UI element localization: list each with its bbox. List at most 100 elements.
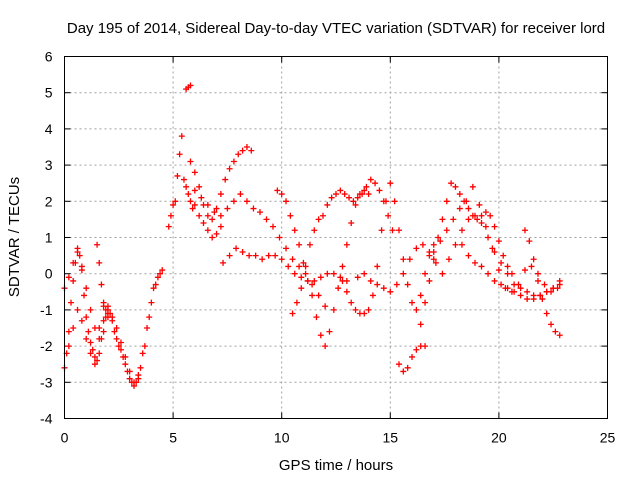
x-tick-label: 10 [274,430,290,446]
data-point [380,285,387,292]
data-point [298,274,305,281]
data-point [406,256,413,263]
data-point [430,241,437,248]
data-point [385,212,392,219]
data-point [154,274,161,281]
data-point [87,339,94,346]
data-point [482,223,489,230]
data-point [517,285,524,292]
data-point [552,328,559,335]
data-point [302,263,309,270]
series-trace-m [339,180,437,317]
series-trace-j [220,245,350,284]
data-point [96,325,103,331]
data-point [339,263,346,270]
data-point [230,198,237,205]
series-trace-b [61,245,111,342]
data-point [317,332,324,339]
data-point [243,144,250,150]
series-trace-p [417,180,515,328]
data-point [448,180,455,187]
data-point [515,281,522,288]
data-point [369,292,376,299]
data-point [189,205,196,212]
data-point [456,205,463,212]
data-point [191,201,198,208]
data-point [543,310,550,317]
data-point [263,216,270,223]
series-trace-e [137,267,166,371]
data-point [376,187,383,194]
data-point [226,252,233,259]
series-trace-n [354,212,563,299]
data-point [450,216,457,223]
data-point [530,256,537,263]
data-point [304,277,311,284]
data-point [452,241,459,248]
data-point [217,191,224,198]
series-trace-d [94,241,142,389]
data-point [74,245,81,252]
data-point [367,176,374,183]
data-point [233,245,240,252]
data-point [361,270,368,277]
data-point [296,241,303,248]
data-point [91,361,98,368]
data-point [395,227,402,234]
data-point [113,335,120,342]
y-tick-label: 1 [45,230,53,246]
data-point [174,172,181,179]
data-point [328,194,335,201]
data-point [200,220,207,227]
data-point [387,288,394,295]
data-point [246,252,253,259]
data-point [367,277,374,284]
data-point [152,281,159,288]
data-point [293,299,300,306]
data-point [389,227,396,234]
data-point [122,361,129,368]
data-point [248,147,255,154]
data-point [343,288,350,295]
data-point [211,209,218,216]
data-point [426,277,433,284]
data-point [346,194,353,201]
data-point [131,382,138,389]
data-point [291,227,298,234]
data-point [259,256,266,263]
data-point [65,328,72,335]
data-point [220,259,227,266]
data-point [543,288,550,295]
data-point [191,169,198,176]
data-point [352,201,359,208]
data-point [495,267,502,274]
data-point [74,306,81,313]
data-point [482,209,489,216]
data-point [187,198,194,205]
data-point [354,194,361,201]
data-point [417,321,424,328]
data-point [478,263,485,270]
data-point [378,227,385,234]
data-point [83,285,90,292]
data-point [70,277,77,284]
data-point [422,299,429,306]
data-point [458,227,465,234]
series-trace-l [289,176,396,317]
y-tick-label: -3 [40,374,53,390]
data-point [98,281,105,288]
series-trace-q [430,183,561,295]
data-point [141,343,148,350]
data-point [178,133,185,140]
data-point [487,212,494,219]
series-trace-s [458,241,563,303]
data-point [393,281,400,288]
data-point [465,252,472,259]
data-point [422,270,429,277]
data-point [330,306,337,313]
data-point [452,183,459,190]
data-point [135,375,142,382]
plot-frame [64,56,608,419]
data-point [337,274,344,281]
data-point [213,230,220,237]
